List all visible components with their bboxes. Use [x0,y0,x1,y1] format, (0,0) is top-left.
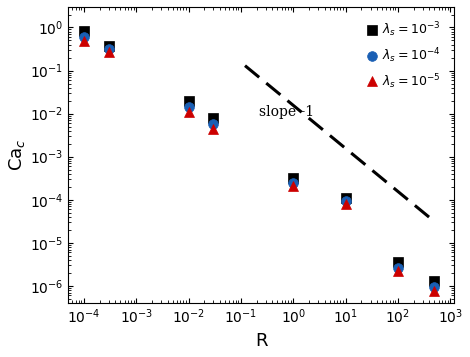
$\lambda_s = 10^{-3}$ [106,44,112,48]
$\lambda_s = 10^{-4}$ [211,122,216,126]
$\lambda_s = 10^{-4}$ [290,181,296,185]
$\lambda_s = 10^{-4}$ [431,285,437,289]
$\lambda_s = 10^{-3}$ [431,279,437,283]
$\lambda_s = 10^{-4}$ [106,47,112,51]
$\lambda_s = 10^{-5}$ [81,39,86,43]
Line: $\lambda_s = 10^{-3}$: $\lambda_s = 10^{-3}$ [79,26,439,286]
Line: $\lambda_s = 10^{-5}$: $\lambda_s = 10^{-5}$ [79,36,439,296]
$\lambda_s = 10^{-5}$ [431,289,437,293]
$\lambda_s = 10^{-5}$ [211,126,216,131]
$\lambda_s = 10^{-3}$ [81,29,86,33]
$\lambda_s = 10^{-5}$ [290,184,296,188]
Y-axis label: Ca$_c$: Ca$_c$ [7,139,27,171]
$\lambda_s = 10^{-4}$ [186,105,191,110]
$\lambda_s = 10^{-4}$ [81,35,86,39]
$\lambda_s = 10^{-3}$ [395,260,401,265]
$\lambda_s = 10^{-3}$ [211,116,216,120]
X-axis label: R: R [255,332,267,350]
Legend: $\lambda_s = 10^{-3}$, $\lambda_s = 10^{-4}$, $\lambda_s = 10^{-5}$: $\lambda_s = 10^{-3}$, $\lambda_s = 10^{… [361,13,448,98]
$\lambda_s = 10^{-3}$ [290,176,296,180]
$\lambda_s = 10^{-4}$ [395,266,401,270]
$\lambda_s = 10^{-5}$ [186,110,191,114]
Line: $\lambda_s = 10^{-4}$: $\lambda_s = 10^{-4}$ [79,32,439,292]
$\lambda_s = 10^{-5}$ [395,269,401,273]
$\lambda_s = 10^{-5}$ [343,202,348,206]
Text: slope -1: slope -1 [259,105,314,119]
$\lambda_s = 10^{-3}$ [186,99,191,103]
$\lambda_s = 10^{-5}$ [106,50,112,54]
$\lambda_s = 10^{-4}$ [343,198,348,203]
$\lambda_s = 10^{-3}$ [343,196,348,200]
